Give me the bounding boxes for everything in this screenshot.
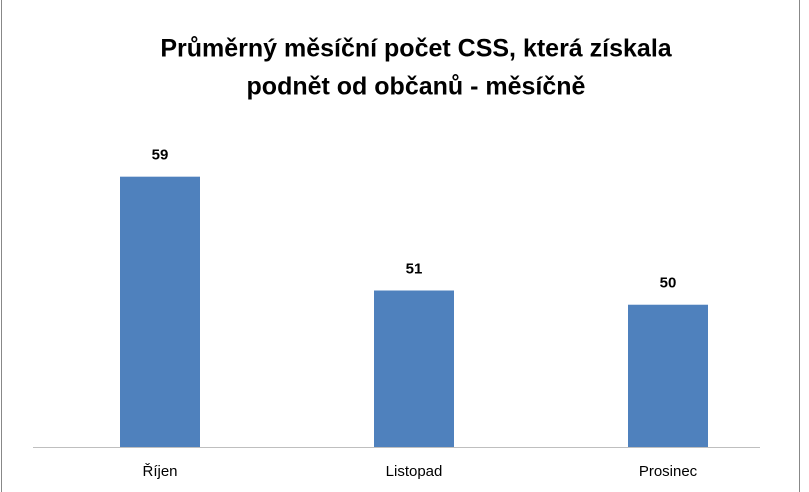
value-label: 59 — [152, 147, 169, 164]
bar — [628, 304, 708, 447]
bar — [374, 290, 454, 447]
value-label: 50 — [660, 275, 677, 292]
chart-title: podnět od občanů - měsíčně — [247, 73, 586, 101]
x-tick-label: Listopad — [386, 463, 443, 480]
x-tick-label: Prosinec — [639, 463, 698, 480]
bar — [120, 176, 200, 447]
chart-title: Průměrný měsíční počet CSS, která získal… — [160, 35, 672, 63]
value-label: 51 — [406, 260, 423, 277]
x-tick-label: Říjen — [142, 463, 177, 480]
